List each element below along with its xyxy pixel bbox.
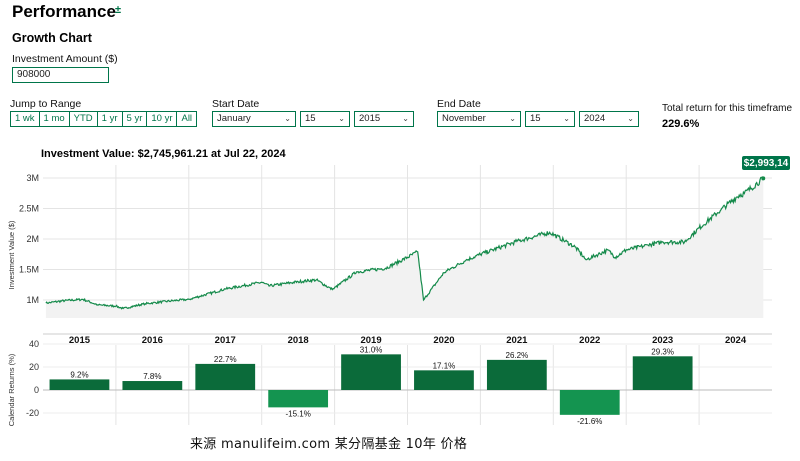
year-label: 2024 — [725, 335, 747, 346]
start-month-select[interactable]: January ⌄ — [212, 111, 296, 127]
y-tick-label: 2M — [26, 234, 39, 244]
source-caption: 来源 manulifeim.com 某分隔基金 10年 价格 — [190, 437, 468, 452]
chevron-down-icon: ⌄ — [338, 114, 345, 123]
total-return-label: Total return for this timeframe — [662, 103, 793, 114]
page-title: Performance — [12, 2, 116, 21]
return-bar-label: -15.1% — [285, 409, 310, 418]
return-bar-label: 26.2% — [506, 351, 529, 360]
bar-y-axis-label: Calendar Returns (%) — [7, 353, 16, 426]
range-1mo-button[interactable]: 1 mo — [38, 111, 70, 127]
total-return-value: 229.6% — [662, 118, 700, 130]
return-bar-label: 29.3% — [651, 347, 674, 356]
year-label: 2017 — [215, 335, 236, 346]
bar-y-tick-label: 20 — [29, 362, 39, 372]
jump-to-range-label: Jump to Range — [10, 98, 82, 110]
start-year-value: 2015 — [359, 113, 381, 124]
year-label: 2021 — [506, 335, 528, 346]
y-tick-label: 2.5M — [19, 204, 39, 214]
end-point-marker — [761, 176, 766, 181]
year-label: 2020 — [433, 335, 454, 346]
year-label: 2022 — [579, 335, 600, 346]
series-line — [45, 176, 764, 310]
year-label: 2015 — [69, 335, 91, 346]
y-axis-label: Investment Value ($) — [7, 220, 16, 289]
end-month-value: November — [442, 113, 486, 124]
start-day-select[interactable]: 15 ⌄ — [300, 111, 350, 127]
chevron-down-icon: ⌄ — [402, 114, 409, 123]
end-year-select[interactable]: 2024 ⌄ — [579, 111, 639, 127]
chevron-down-icon: ⌄ — [563, 114, 570, 123]
chevron-down-icon: ⌄ — [284, 114, 291, 123]
chevron-down-icon: ⌄ — [509, 114, 516, 123]
series-area — [45, 177, 764, 318]
return-bar — [195, 363, 256, 390]
return-bar — [268, 390, 329, 408]
start-date-label: Start Date — [212, 98, 260, 110]
collapse-icon[interactable]: ± — [115, 4, 122, 16]
bar-y-tick-label: 0 — [34, 385, 39, 395]
start-day-value: 15 — [305, 113, 316, 124]
year-label: 2023 — [652, 335, 673, 346]
end-day-value: 15 — [530, 113, 541, 124]
return-bar — [632, 356, 693, 390]
start-year-select[interactable]: 2015 ⌄ — [354, 111, 414, 127]
end-day-select[interactable]: 15 ⌄ — [525, 111, 575, 127]
return-bar-label: -21.6% — [577, 417, 602, 426]
range-1wk-button[interactable]: 1 wk — [10, 111, 40, 127]
end-year-value: 2024 — [584, 113, 606, 124]
year-label: 2018 — [288, 335, 309, 346]
return-bar-label: 9.2% — [70, 370, 88, 379]
year-label: 2016 — [142, 335, 163, 346]
range-1yr-button[interactable]: 1 yr — [96, 111, 123, 127]
section-title: Growth Chart — [12, 31, 92, 45]
return-bar — [341, 354, 401, 390]
return-bar — [49, 379, 110, 390]
end-value-label: $2,993,14 — [744, 158, 789, 169]
end-month-select[interactable]: November ⌄ — [437, 111, 521, 127]
return-bar — [559, 390, 620, 415]
return-bar-label: 7.8% — [143, 372, 161, 381]
return-bar — [486, 359, 547, 390]
investment-amount-label: Investment Amount ($) — [12, 53, 118, 65]
end-date-label: End Date — [437, 98, 481, 110]
year-label: 2019 — [360, 335, 381, 346]
range-button-group: 1 wk 1 mo YTD 1 yr 5 yr 10 yr All — [10, 111, 198, 127]
y-tick-label: 3M — [26, 173, 39, 183]
investment-amount-input[interactable]: 908000 — [12, 67, 109, 83]
return-bar-label: 17.1% — [433, 361, 456, 370]
y-tick-label: 1.5M — [19, 265, 39, 275]
chevron-down-icon: ⌄ — [627, 114, 634, 123]
return-bar — [122, 381, 183, 390]
return-bar — [414, 370, 474, 390]
y-tick-label: 1M — [26, 295, 39, 305]
start-month-value: January — [217, 113, 251, 124]
bar-y-tick-label: 40 — [29, 339, 39, 349]
return-bar-label: 22.7% — [214, 355, 237, 364]
chart-title: Investment Value: $2,745,961.21 at Jul 2… — [41, 148, 286, 160]
return-bar-label: 31.0% — [360, 345, 383, 354]
range-all-button[interactable]: All — [176, 111, 198, 127]
end-value-badge — [742, 156, 790, 170]
bar-y-tick-label: -20 — [26, 408, 39, 418]
